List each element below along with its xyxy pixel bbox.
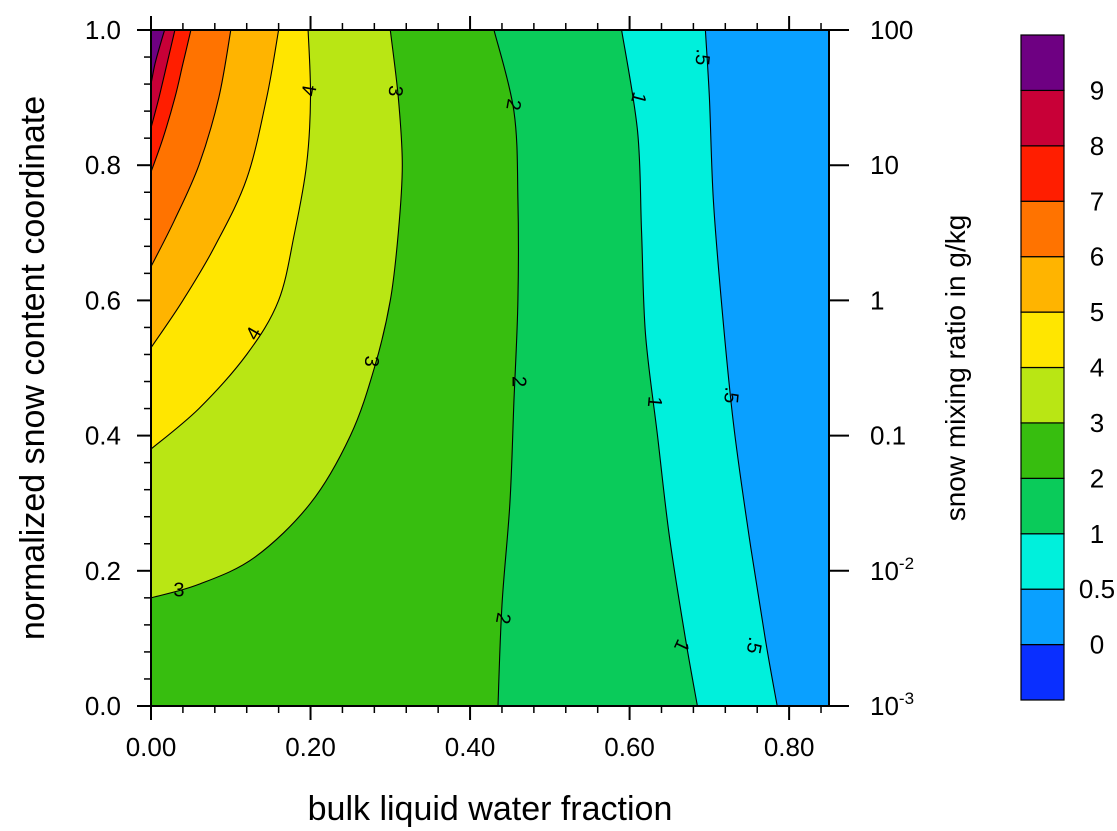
colorbar-swatch — [1020, 366, 1065, 424]
contour-label: 2 — [501, 97, 525, 112]
colorbar-label: 5 — [1090, 297, 1104, 327]
contour-label: 4 — [298, 83, 322, 98]
y-tick-label: 0.6 — [85, 285, 121, 315]
contour-line-3 — [151, 30, 403, 599]
contour-line-7 — [151, 30, 192, 173]
contour-label: 1 — [626, 90, 650, 106]
y-tick-label: 0.2 — [85, 556, 121, 586]
y-tick-label: 1.0 — [85, 15, 121, 45]
contour-label: 3 — [173, 579, 184, 601]
contour-line-p5 — [704, 30, 778, 706]
colorbar-label: 8 — [1090, 131, 1104, 161]
colorbar-label: 1 — [1090, 519, 1104, 549]
colorbar-swatch — [1020, 145, 1065, 202]
contour-label: .5 — [690, 48, 713, 67]
x-tick-label: 0.00 — [126, 732, 177, 762]
colorbar-swatch — [1020, 477, 1065, 535]
colorbar-swatch — [1020, 34, 1065, 92]
colorbar-label: 6 — [1090, 242, 1104, 272]
contour-line-layer — [151, 30, 778, 706]
colorbar-swatch — [1020, 422, 1065, 479]
y-tick-label: 0.4 — [85, 421, 121, 451]
y2-tick-label: 100 — [870, 15, 913, 45]
colorbar-swatch — [1020, 311, 1065, 369]
y-tick-label: 0.8 — [85, 150, 121, 180]
colorbar-swatch — [1020, 200, 1065, 258]
y2-axis-title: snow mixing ratio in g/kg — [940, 215, 971, 522]
contour-line-8 — [151, 30, 176, 129]
x-tick-label: 0.60 — [604, 732, 655, 762]
contour-label: .5 — [719, 386, 742, 405]
y2-tick-label: 0.1 — [870, 421, 906, 451]
colorbar-label: 0 — [1090, 630, 1104, 660]
colorbar-swatch — [1020, 256, 1065, 313]
contour-label: 2 — [508, 376, 530, 387]
colorbar-swatch — [1020, 588, 1065, 646]
x-tick-label: 0.40 — [445, 732, 496, 762]
contour-line-9 — [151, 30, 166, 85]
contour-line-4 — [151, 30, 312, 450]
colorbar-label: 7 — [1090, 186, 1104, 216]
contour-line-2 — [493, 30, 519, 706]
plot-frame — [150, 29, 830, 707]
contour-label: 1 — [643, 395, 666, 408]
colorbar-label: 2 — [1090, 463, 1104, 493]
colorbar-label: 4 — [1090, 353, 1104, 383]
contour-label: .5 — [742, 635, 767, 655]
contour-label: 3 — [384, 84, 407, 97]
y-tick-label: 0.0 — [85, 691, 121, 721]
colorbar-label: 0.5 — [1079, 574, 1115, 604]
y2-tick-label: 10 — [870, 150, 899, 180]
x-tick-label: 0.80 — [764, 732, 815, 762]
x-tick-label: 0.20 — [285, 732, 336, 762]
y2-tick-label: 10-2 — [870, 554, 914, 586]
contour-line-6 — [151, 30, 232, 267]
colorbar-swatch — [1020, 643, 1065, 701]
contour-line-1 — [621, 30, 698, 706]
colorbar-label: 9 — [1090, 75, 1104, 105]
y-axis-title: normalized snow content coordinate — [14, 96, 52, 640]
contour-line-5 — [151, 30, 280, 349]
colorbar-swatch — [1020, 533, 1065, 590]
contour-region-9 — [151, 30, 165, 85]
y2-tick-label: 1 — [870, 285, 884, 315]
colorbar: 0 0.5 1 2 3 4 5 6 7 8 9 — [1020, 34, 1115, 701]
x-axis-title: bulk liquid water fraction — [308, 790, 673, 828]
contour-label: 3 — [360, 355, 383, 368]
colorbar-label: 3 — [1090, 408, 1104, 438]
colorbar-swatch — [1020, 89, 1065, 147]
contour-fill-layer — [151, 30, 829, 706]
axis-layer: 0.00 0.20 0.40 0.60 0.800.00.20.40.60.81.010… — [85, 15, 914, 762]
y2-tick-label: 10-3 — [870, 689, 914, 721]
contour-region-p5 — [705, 30, 829, 706]
contour-label: 2 — [491, 611, 515, 626]
